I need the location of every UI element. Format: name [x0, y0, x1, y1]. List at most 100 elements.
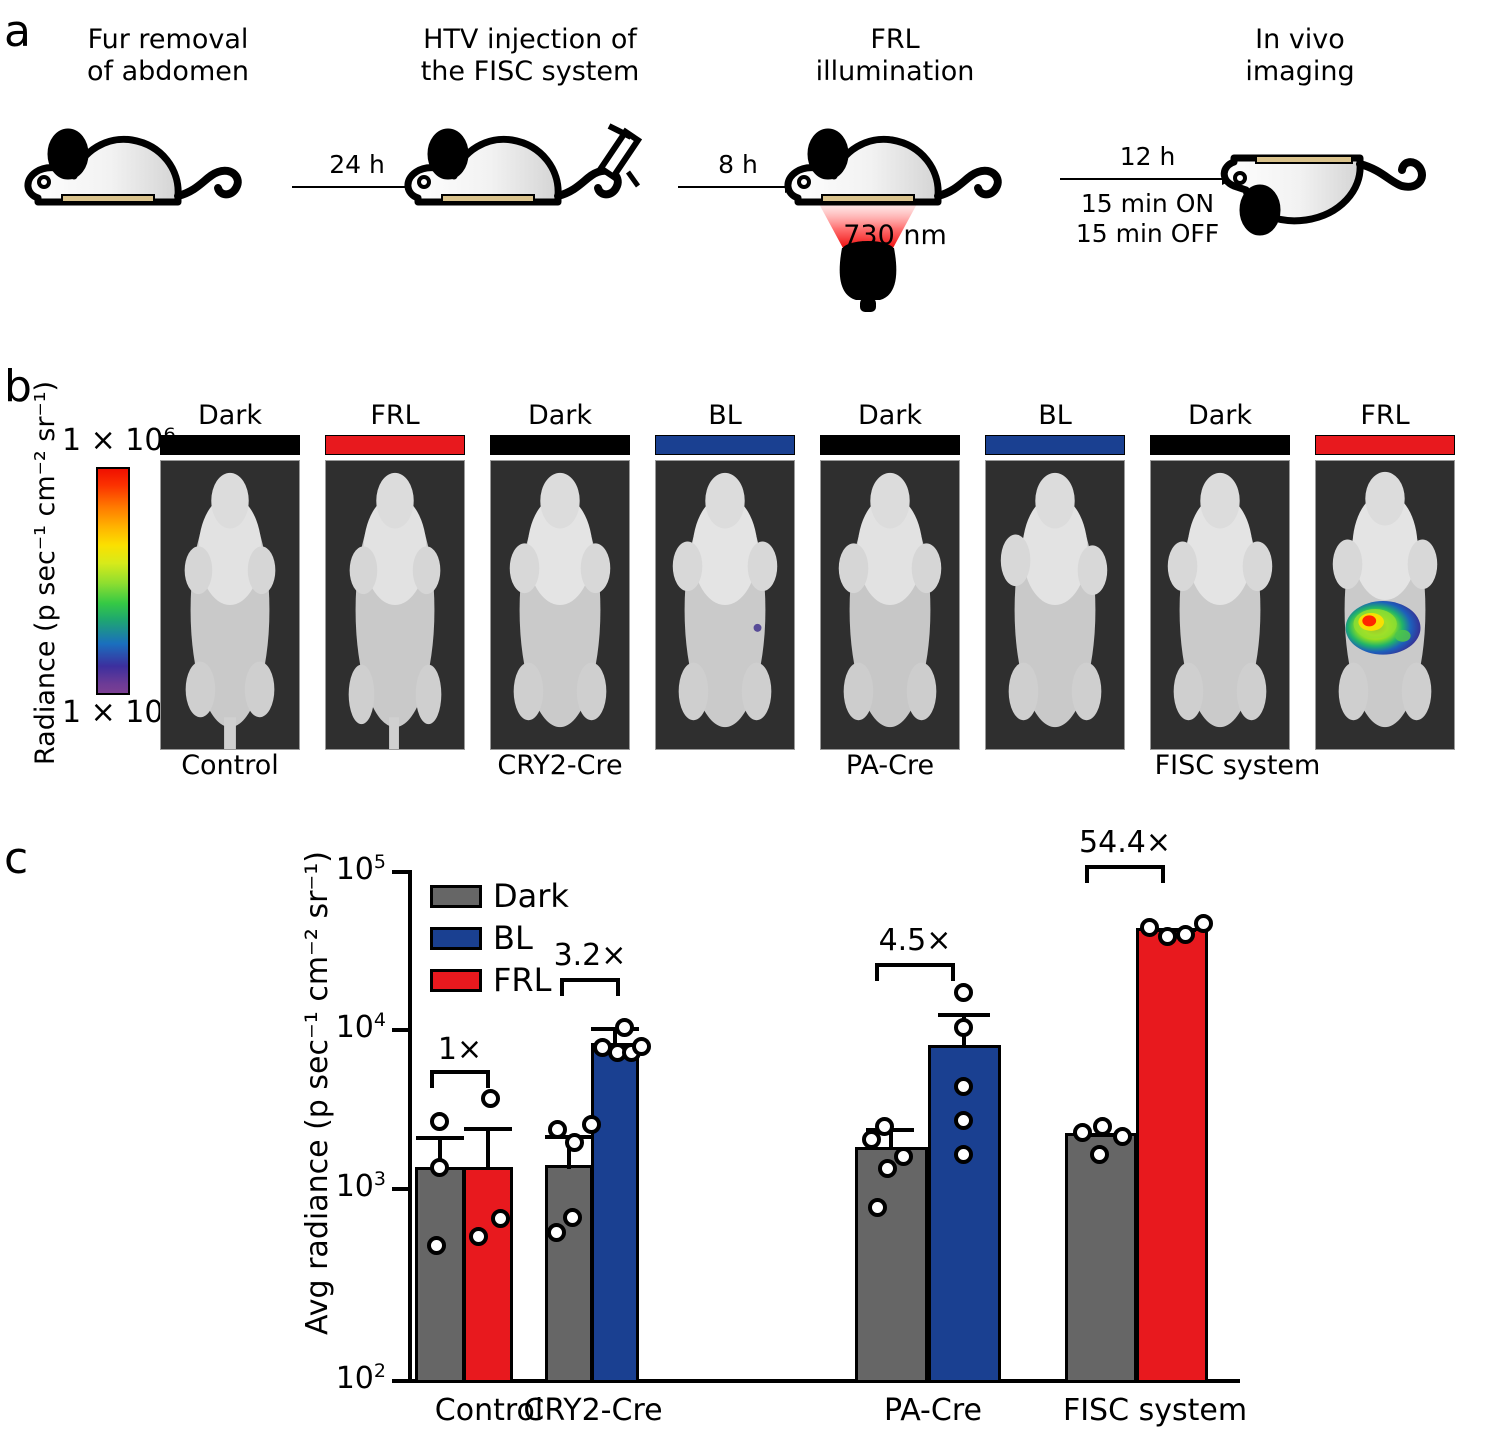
data-point [1194, 914, 1213, 933]
column-header: BL [1038, 400, 1072, 431]
data-point [954, 983, 973, 1002]
colorbar-axis-label: Radiance (p sec⁻¹ cm⁻² sr⁻¹) [30, 380, 61, 765]
legend-label-dark: Dark [493, 877, 569, 915]
column-header: FRL [1360, 400, 1410, 431]
chart-y-axis-label: Avg radiance (p sec⁻¹ cm⁻² sr⁻¹) [300, 851, 335, 1335]
column-header: Dark [527, 400, 593, 431]
x-category-pacre: PA-Cre [884, 1393, 982, 1428]
bioluminescence-signal [1345, 601, 1421, 655]
data-point [632, 1037, 651, 1056]
data-point [954, 1111, 973, 1130]
errorbar-control-dark-stem [438, 1136, 442, 1170]
step-title-2: HTV injection of the FISC system [420, 24, 640, 87]
bar-cry2cre-bl[interactable] [591, 1043, 639, 1383]
data-point [878, 1159, 897, 1178]
y-tick-mark-1e3 [392, 1187, 409, 1191]
data-point [563, 1208, 582, 1227]
light-condition-bar [820, 435, 960, 455]
mouse-photo [325, 460, 465, 750]
legend-swatch-bl [430, 926, 482, 950]
step-title-4: In vivo imaging [1245, 24, 1355, 87]
data-point [1158, 927, 1177, 946]
data-point [868, 1198, 887, 1217]
arrow-step-3-4: 12 h 15 min ON 15 min OFF [1060, 142, 1235, 250]
data-point [1140, 918, 1159, 937]
data-point [481, 1089, 500, 1108]
y-tick-label-1e2: 102 [335, 1360, 386, 1396]
data-point [954, 1145, 973, 1164]
data-point [565, 1133, 584, 1152]
data-point [862, 1130, 881, 1149]
group-label-control: Control [181, 750, 279, 781]
image-column-6: BL [985, 400, 1125, 750]
x-axis-line [408, 1379, 1240, 1383]
errorbar-control-frl-cap [464, 1127, 512, 1131]
mouse-illustration-1 [24, 128, 242, 206]
data-point [894, 1147, 913, 1166]
column-header: FRL [370, 400, 420, 431]
bar-pacre-dark[interactable] [855, 1147, 928, 1383]
mouse-illustration-2 [404, 123, 643, 206]
y-tick-mark-1e2 [392, 1379, 409, 1383]
y-tick-mark-1e4 [392, 1028, 409, 1032]
data-point [615, 1018, 634, 1037]
radiance-colorbar [96, 467, 130, 695]
image-column-7: Dark [1150, 400, 1290, 750]
bar-fisc-dark[interactable] [1065, 1133, 1137, 1383]
light-condition-bar [655, 435, 795, 455]
data-point [1093, 1117, 1112, 1136]
legend-label-bl: BL [493, 919, 533, 957]
data-point [1073, 1123, 1092, 1142]
x-category-fisc: FISC system [1062, 1393, 1248, 1428]
image-column-3: Dark [490, 400, 630, 750]
legend-entry-frl: FRL [430, 961, 551, 999]
bar-pacre-bl[interactable] [928, 1045, 1001, 1383]
errorbar-cry2-bl-stem [613, 1027, 617, 1047]
errorbar-pacre-bl-cap [938, 1013, 990, 1017]
mouse-photo [1150, 460, 1290, 750]
errorbar-control-frl-stem [486, 1127, 490, 1169]
legend-swatch-frl [430, 968, 482, 992]
mouse-illustration-4-supine [1220, 154, 1426, 236]
colorbar-max-label: 1 × 10⁶ [62, 423, 176, 458]
led-wavelength-label: 730 nm [843, 220, 947, 251]
data-point [875, 1117, 894, 1136]
mouse-photo [655, 460, 795, 750]
image-column-2: FRL [325, 400, 465, 750]
x-category-control: Control [434, 1393, 544, 1428]
data-point [1090, 1145, 1109, 1164]
column-header: Dark [1187, 400, 1253, 431]
bar-control-dark[interactable] [415, 1167, 465, 1383]
legend-entry-dark: Dark [430, 877, 569, 915]
panel-b-invivo-images: b Radiance (p sec⁻¹ cm⁻² sr⁻¹) 1 × 10⁶ 1… [0, 355, 1487, 815]
panel-letter-a: a [4, 6, 31, 57]
errorbar-pacre-dark-stem [889, 1128, 893, 1150]
x-category-cry2cre: CRY2-Cre [523, 1393, 663, 1428]
bar-fisc-frl[interactable] [1136, 928, 1208, 1383]
data-point [1113, 1127, 1132, 1146]
light-condition-bar [325, 435, 465, 455]
column-header: BL [708, 400, 742, 431]
image-column-4: BL [655, 400, 795, 750]
syringe-icon [596, 123, 643, 188]
data-point [469, 1227, 488, 1246]
image-column-1: Dark [160, 400, 300, 750]
panel-letter-c: c [4, 833, 29, 884]
data-point [427, 1236, 446, 1255]
bar-cry2cre-dark[interactable] [545, 1165, 593, 1383]
legend-entry-bl: BL [430, 919, 533, 957]
bar-control-frl[interactable] [463, 1167, 513, 1383]
data-point [548, 1120, 567, 1139]
mouse-photo-with-signal [1315, 460, 1455, 750]
mouse-photo [490, 460, 630, 750]
colorbar-min-label: 1 × 10⁵ [62, 695, 176, 730]
panel-a-workflow: a Fur removal of abdomen HTV injection o… [0, 0, 1487, 350]
y-tick-label-1e5: 105 [335, 851, 386, 887]
panel-letter-b: b [4, 361, 32, 412]
data-point [954, 1018, 973, 1037]
errorbar-cry2-dark-stem [567, 1135, 571, 1169]
panel-c-bar-chart: c Avg radiance (p sec⁻¹ cm⁻² sr⁻¹) 105 1… [0, 815, 1487, 1447]
image-column-5: Dark [820, 400, 960, 750]
group-label-pacre: PA-Cre [845, 750, 935, 781]
image-column-8: FRL [1315, 400, 1455, 750]
